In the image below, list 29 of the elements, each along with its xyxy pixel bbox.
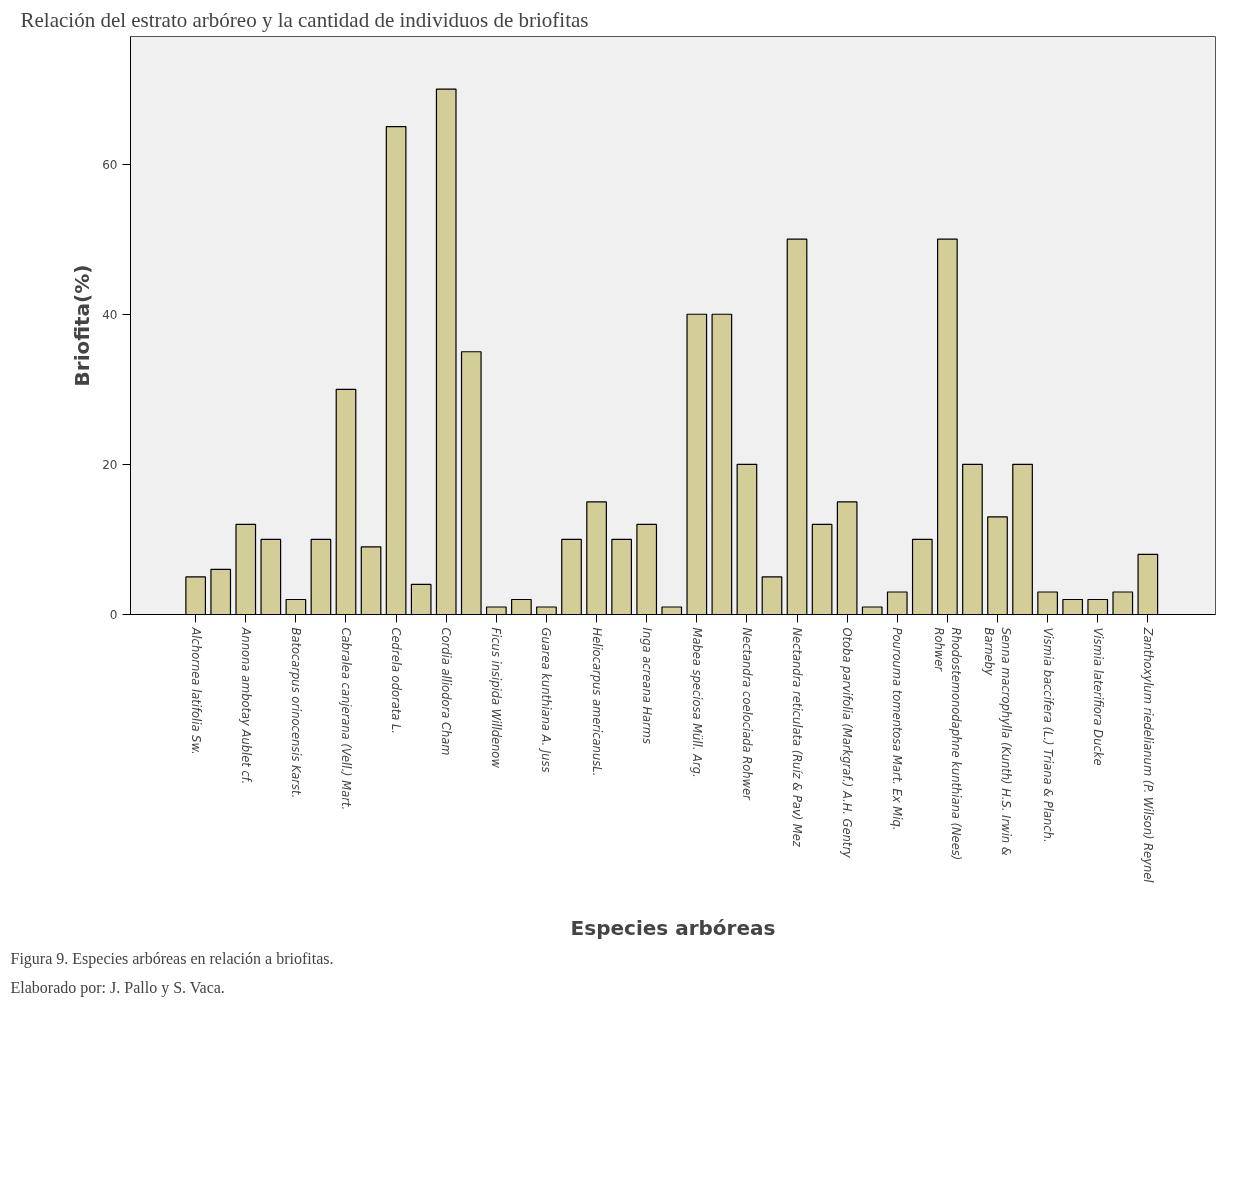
x-axis-title: Especies arbóreas	[570, 915, 776, 940]
x-tick-label: Vismia baccifera (L.) Triana & Planch.	[1040, 627, 1055, 843]
y-tick-label: 40	[102, 307, 118, 322]
x-tick-label: Nectandra reticulata (Ruíz & Pav) Mez	[790, 627, 805, 848]
x-tick-label: Zanthoxylum riedelianum (P. Wilson) Reynel	[1140, 626, 1155, 884]
y-axis-title: Briofita(%)	[70, 264, 95, 387]
y-tick-label: 60	[102, 157, 118, 172]
x-tick-label: Cedrela odorata L.	[389, 627, 404, 735]
x-tick-label: Rhodostemonodaphne kunthiana (Nees) Rohwer	[931, 627, 963, 861]
chart-title: Relación del estrato arbóreo y la cantidad de individuos de briofitas	[20, 7, 589, 32]
x-tick-label: Mabea speciosa Müll. Arg.	[689, 627, 704, 778]
x-tick-label: Batocarpus orinocensis Karst.	[288, 627, 303, 799]
x-tick-label: Cabralea canjerana (Vell.) Mart.	[339, 627, 353, 811]
x-tick-label: Pourouma tomentosa Mart. Ex Miq.	[890, 627, 905, 831]
x-tick-label: Alchornea latifolia Sw.	[188, 626, 203, 755]
x-tick-label: Heliocarpus americanusL.	[589, 627, 604, 777]
x-tick-label: Inga acreana Harms	[639, 627, 654, 745]
x-tick-label: Nectandra coelociada Rohwer	[739, 627, 754, 802]
x-tick-label: Annona ambotay Aublet cf.	[238, 626, 253, 785]
x-tick-label: Guarea kunthiana A. Juss	[539, 627, 554, 773]
x-tick-label: Vismia laterifiora Ducke	[1090, 627, 1105, 766]
y-tick-label: 0	[109, 608, 118, 622]
x-tick-label: Ficus insipida Willdenow	[489, 627, 504, 769]
x-tick-label: Otoba parvifolia (Markgraf.) A.H. Gentry	[840, 627, 855, 859]
x-tick-label: Senna macrophylla (Kunth) H.S. Irwin & Barneby	[982, 627, 1013, 856]
text: Elaborado por: J. Pallo y S. Vaca.	[10, 978, 225, 997]
x-tick-label: Cordia alliodora Cham	[439, 627, 454, 756]
text: Figura 9. Especies arbóreas en relación a briofitas.	[10, 949, 334, 968]
y-tick-label: 20	[102, 457, 118, 472]
